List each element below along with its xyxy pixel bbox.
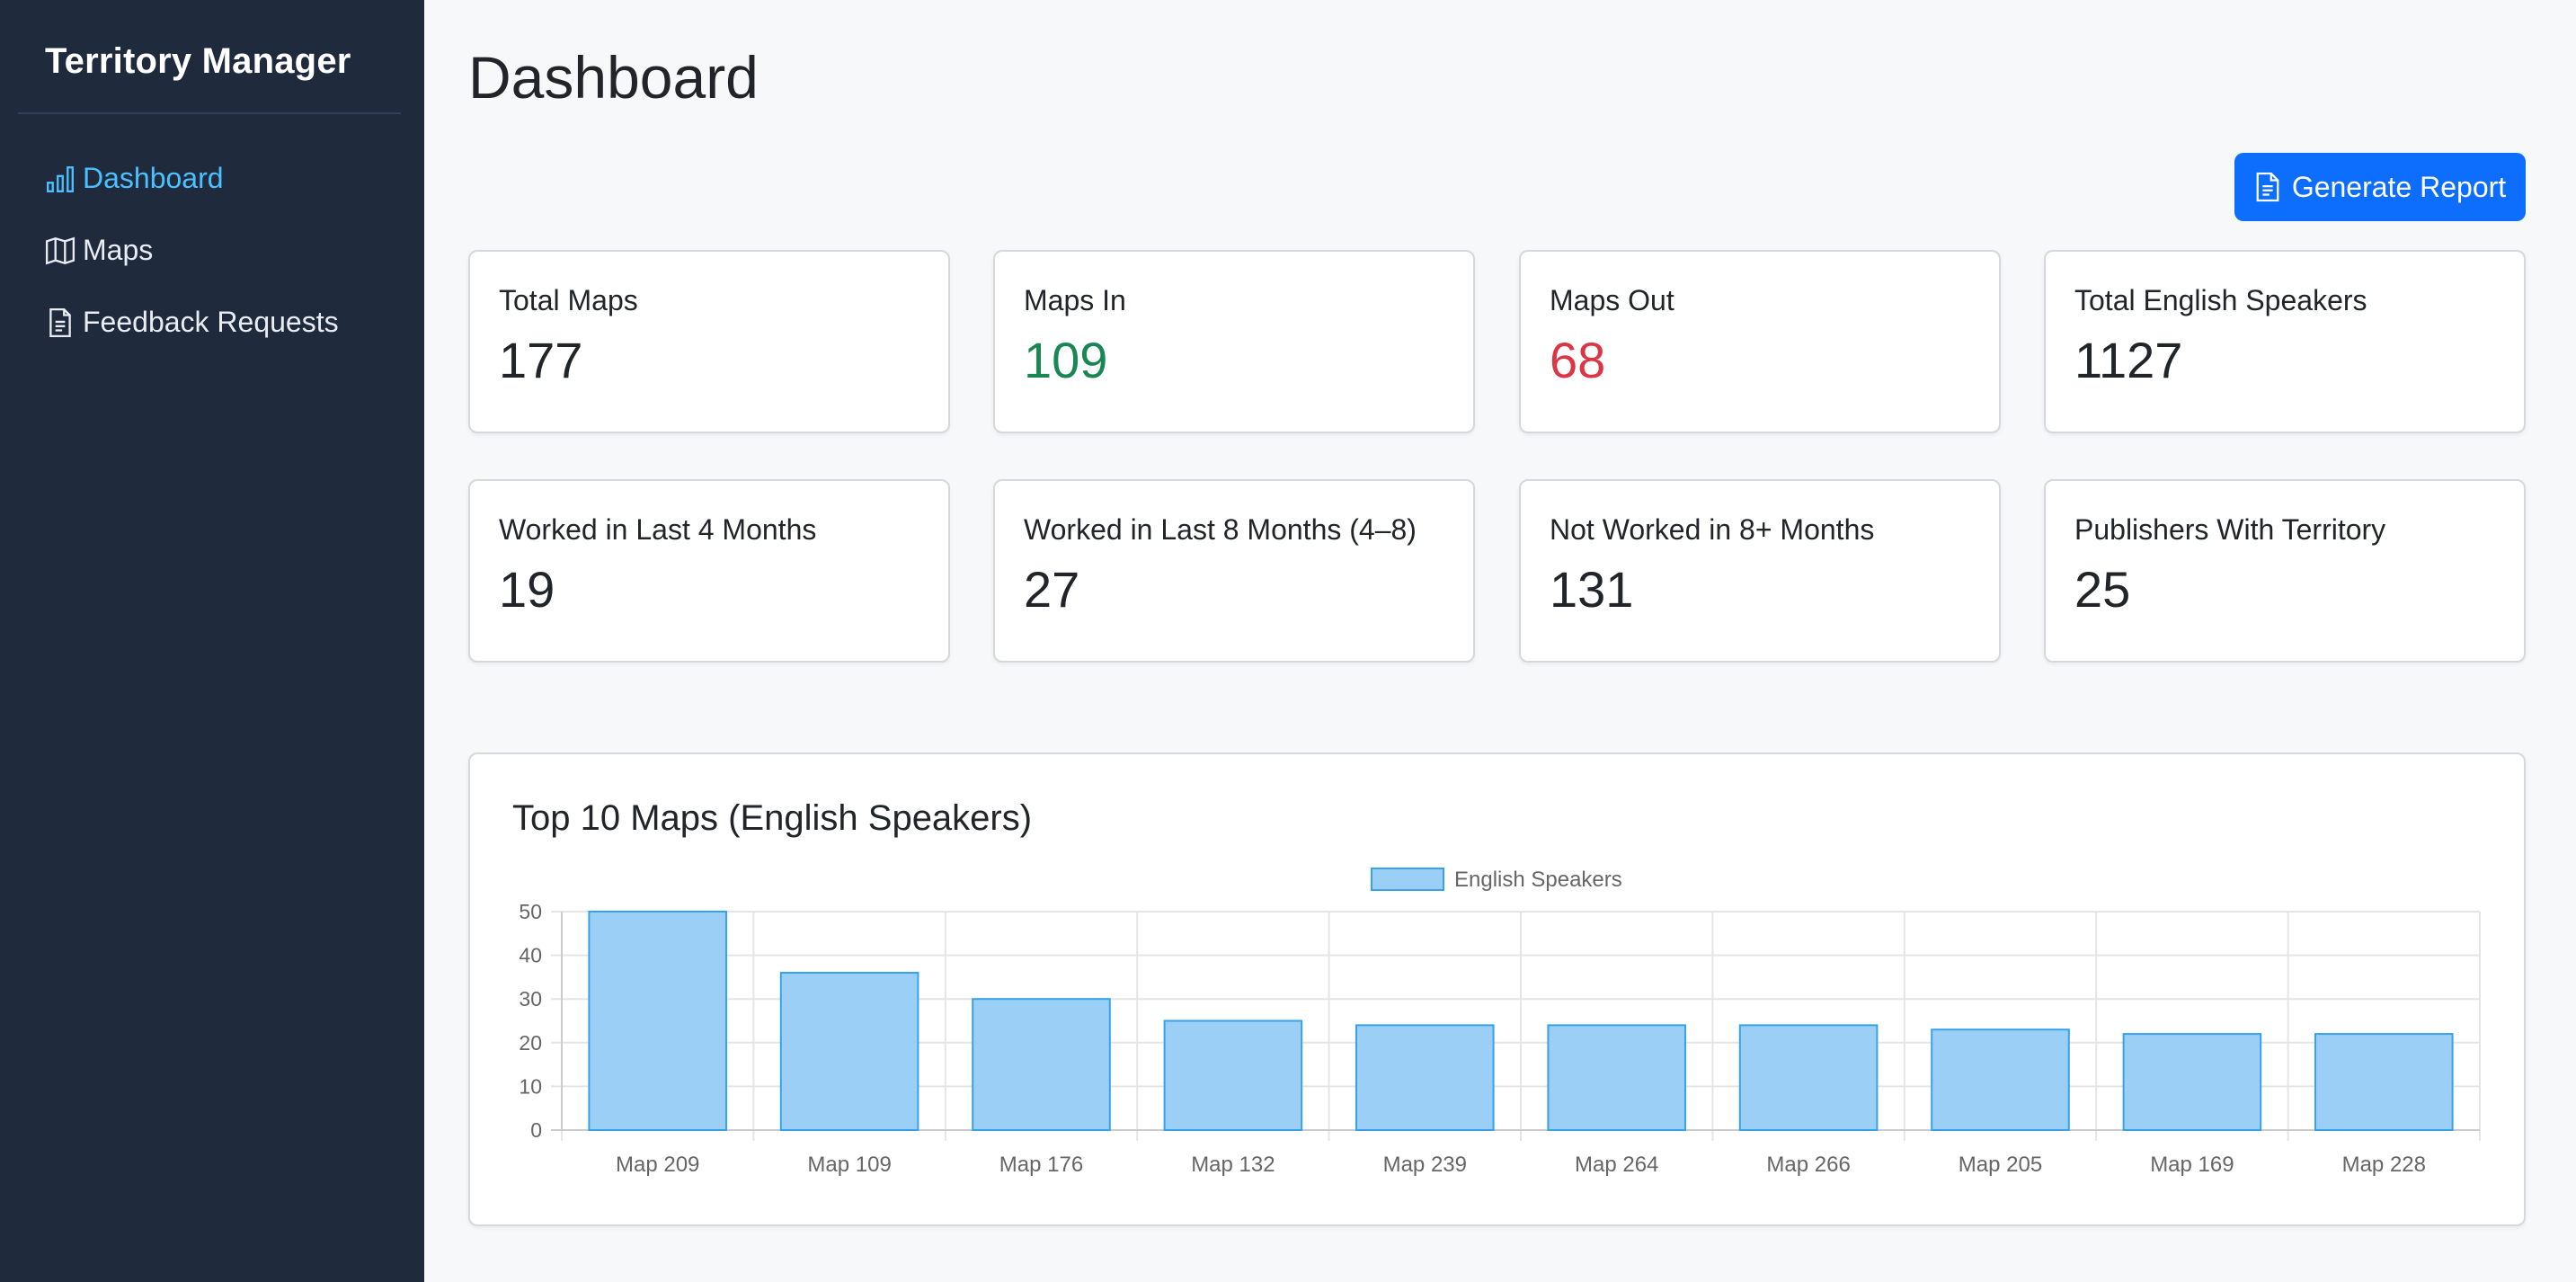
x-tick-label: Map 239 <box>1383 1153 1467 1177</box>
stat-card-total-maps: Total Maps 177 <box>468 250 950 433</box>
sidebar-item-dashboard[interactable]: Dashboard <box>45 162 224 195</box>
bar-chart-icon <box>47 165 74 192</box>
bar <box>1738 1024 1879 1131</box>
bar <box>2314 1033 2454 1131</box>
bar <box>1355 1024 1495 1131</box>
x-tick-label: Map 176 <box>999 1153 1083 1177</box>
stat-card-maps-in: Maps In 109 <box>993 250 1475 433</box>
bar <box>1163 1019 1303 1131</box>
stat-label: Worked in Last 4 Months <box>499 513 817 546</box>
stat-card-maps-out: Maps Out 68 <box>1519 250 2001 433</box>
bar <box>1931 1028 2070 1131</box>
x-tick-label: Map 209 <box>616 1153 699 1177</box>
y-tick-label: 30 <box>519 987 542 1010</box>
legend-swatch <box>1371 868 1444 891</box>
stat-label: Total English Speakers <box>2074 284 2367 316</box>
sidebar-item-feedback-requests[interactable]: Feedback Requests <box>45 306 339 339</box>
stat-label: Maps Out <box>1550 284 1674 316</box>
x-tick-label: Map 205 <box>1959 1153 2042 1177</box>
x-tick-label: Map 266 <box>1766 1153 1850 1177</box>
x-tick-label: Map 109 <box>807 1153 891 1177</box>
y-tick-label: 50 <box>519 900 542 923</box>
stat-card-worked-last-4-months: Worked in Last 4 Months 19 <box>468 479 950 663</box>
legend-label: English Speakers <box>1454 868 1622 892</box>
x-tick-label: Map 264 <box>1575 1153 1658 1177</box>
x-tick-label: Map 228 <box>2342 1153 2426 1177</box>
stat-value: 1127 <box>2074 332 2183 388</box>
y-tick-label: 40 <box>519 944 542 967</box>
stat-value: 131 <box>1550 561 1634 618</box>
stat-label: Worked in Last 8 Months (4–8) <box>1024 513 1417 546</box>
x-tick-label: Map 132 <box>1191 1153 1275 1177</box>
stat-label: Publishers With Territory <box>2074 513 2386 546</box>
stat-label: Total Maps <box>499 284 638 316</box>
stat-card-total-english-speakers: Total English Speakers 1127 <box>2044 250 2526 433</box>
sidebar: Territory Manager Dashboard Maps Feedbac… <box>0 0 424 1282</box>
y-tick-label: 10 <box>519 1074 542 1098</box>
page-title: Dashboard <box>468 44 759 111</box>
generate-report-label: Generate Report <box>2291 170 2507 203</box>
bar <box>779 972 919 1131</box>
app-brand: Territory Manager <box>45 41 351 81</box>
stat-label: Maps In <box>1024 284 1126 316</box>
map-icon <box>45 236 76 264</box>
y-tick-label: 20 <box>519 1031 542 1055</box>
bar <box>1547 1024 1686 1131</box>
top-maps-bar-chart: English Speakers 0 10 20 30 40 50 Map 209 Map 10… <box>519 868 2481 1177</box>
sidebar-item-label: Maps <box>83 234 154 266</box>
bar <box>2122 1033 2262 1131</box>
stat-card-publishers-with-territory: Publishers With Territory 25 <box>2044 479 2526 663</box>
y-tick-label: 0 <box>530 1118 542 1142</box>
stat-card-not-worked-8-plus-months: Not Worked in 8+ Months 131 <box>1519 479 2001 663</box>
stat-label: Not Worked in 8+ Months <box>1550 513 1875 546</box>
stat-value: 68 <box>1550 332 1606 388</box>
file-text-icon <box>49 307 71 337</box>
bar <box>972 998 1111 1131</box>
sidebar-divider <box>18 112 401 114</box>
x-tick-label: Map 169 <box>2150 1153 2234 1177</box>
stat-value: 109 <box>1024 332 1108 388</box>
stat-value: 19 <box>499 561 555 618</box>
file-text-icon <box>2256 172 2279 202</box>
stat-value: 25 <box>2074 561 2131 618</box>
stat-card-worked-last-8-months: Worked in Last 8 Months (4–8) 27 <box>993 479 1475 663</box>
sidebar-item-maps[interactable]: Maps <box>45 234 153 267</box>
bar <box>588 911 727 1131</box>
chart-title: Top 10 Maps (English Speakers) <box>512 798 1033 838</box>
stat-value: 177 <box>499 332 583 388</box>
generate-report-button[interactable]: Generate Report <box>2234 153 2526 221</box>
stat-value: 27 <box>1024 561 1080 618</box>
sidebar-item-label: Feedback Requests <box>83 306 339 338</box>
sidebar-item-label: Dashboard <box>83 162 224 194</box>
